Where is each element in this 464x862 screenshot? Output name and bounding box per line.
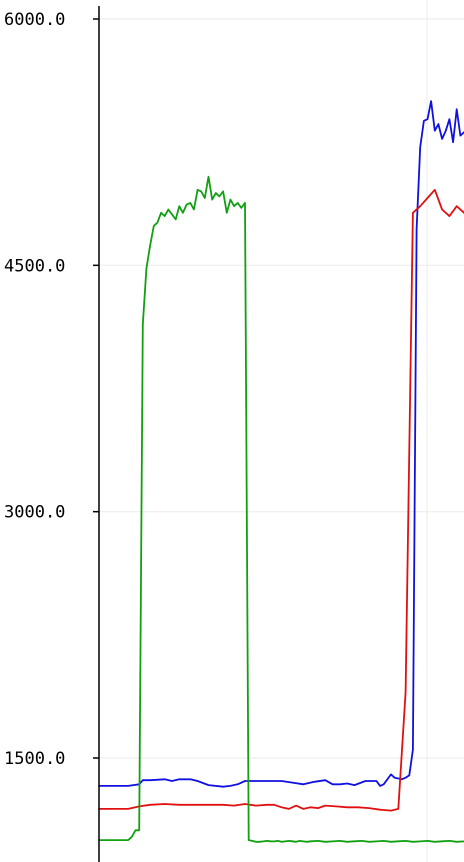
- y-tick-label-2: 4500.0: [4, 256, 65, 276]
- series-line-2: [98, 175, 464, 843]
- y-axis: [93, 6, 100, 862]
- tick-labels: 1500.0 3000.0 4500.0 6000.0: [4, 10, 65, 769]
- y-tick-label-1: 3000.0: [4, 503, 65, 523]
- y-tick-label-0: 1500.0: [4, 749, 65, 769]
- series-line-0: [98, 100, 464, 788]
- y-tick-label-3: 6000.0: [4, 10, 65, 30]
- grid-layer: [99, 0, 464, 862]
- series-line-1: [98, 188, 464, 812]
- series-layer: [98, 100, 464, 843]
